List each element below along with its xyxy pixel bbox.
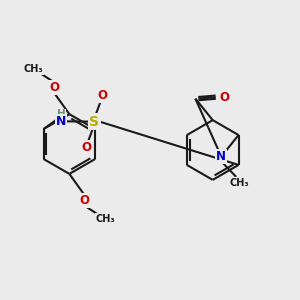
Text: O: O <box>219 91 229 103</box>
Text: H: H <box>57 109 65 119</box>
Text: CH₃: CH₃ <box>23 64 43 74</box>
Text: O: O <box>50 81 59 94</box>
Text: N: N <box>216 150 226 163</box>
Text: S: S <box>89 115 99 129</box>
Text: O: O <box>82 141 92 154</box>
Text: O: O <box>97 89 107 102</box>
Text: N: N <box>56 115 66 128</box>
Text: CH₃: CH₃ <box>230 178 250 188</box>
Text: O: O <box>79 194 89 207</box>
Text: CH₃: CH₃ <box>96 214 116 224</box>
